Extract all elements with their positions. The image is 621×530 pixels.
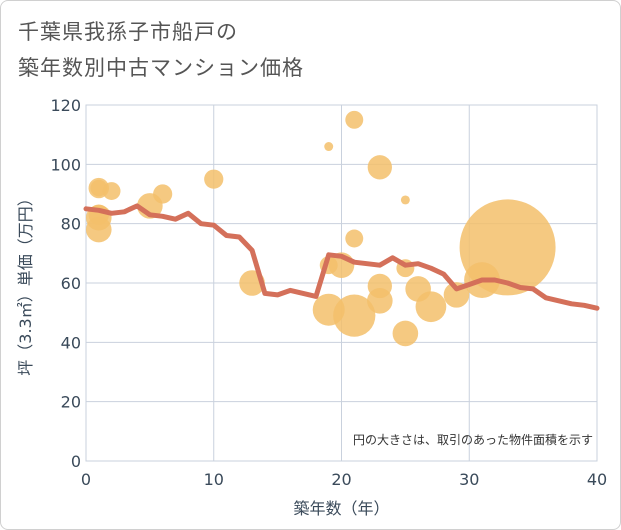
data-bubble (392, 320, 419, 347)
y-tick-label: 20 (61, 393, 81, 412)
data-bubble (345, 110, 364, 129)
x-tick-labels: 0 10 20 30 40 (81, 470, 607, 489)
data-bubble (204, 169, 224, 189)
bubbles (85, 110, 556, 347)
x-axis-label: 築年数（年） (293, 499, 389, 518)
y-tick-label: 80 (61, 215, 81, 234)
average-price-line (83, 203, 600, 311)
y-tick-labels: 0 20 40 60 80 100 120 (50, 96, 81, 471)
bubble-size-note: 円の大きさは、取引のあった物件面積を示す (353, 432, 593, 447)
data-bubble (345, 229, 364, 248)
y-tick-label: 120 (50, 96, 81, 115)
chart-title-line1: 千葉県我孫子市船戸の (18, 20, 238, 44)
data-bubble (85, 216, 112, 243)
data-bubble (459, 199, 556, 296)
data-bubble (415, 291, 447, 323)
data-bubble (153, 184, 173, 204)
y-axis-label: 坪（3.3㎡）単価（万円） (16, 190, 35, 375)
average-line-layer (83, 203, 600, 311)
data-bubble (367, 155, 392, 180)
y-tick-label: 0 (71, 452, 81, 471)
y-tick-label: 60 (61, 274, 81, 293)
y-tick-label: 100 (50, 155, 81, 174)
x-tick-label: 30 (459, 470, 479, 489)
data-bubble (333, 294, 376, 337)
y-tick-label: 40 (61, 333, 81, 352)
x-tick-label: 10 (204, 470, 224, 489)
x-tick-label: 20 (331, 470, 351, 489)
chart-title-line2: 築年数別中古マンション価格 (18, 56, 304, 80)
data-bubble (102, 182, 121, 200)
x-tick-label: 0 (81, 470, 91, 489)
chart-title: 千葉県我孫子市船戸の 築年数別中古マンション価格 (18, 14, 304, 86)
x-tick-label: 40 (587, 470, 607, 489)
data-bubble (324, 142, 334, 152)
data-bubble (400, 195, 410, 205)
